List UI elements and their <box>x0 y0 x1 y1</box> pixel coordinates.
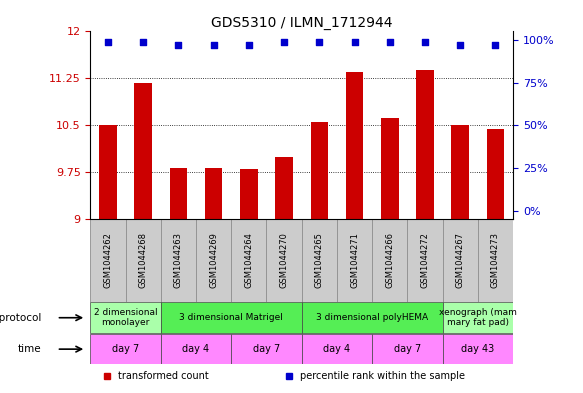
Point <box>244 42 254 48</box>
Point <box>139 39 148 45</box>
Bar <box>442 334 513 364</box>
Bar <box>161 334 231 364</box>
Text: day 7: day 7 <box>253 344 280 354</box>
Bar <box>311 122 328 219</box>
Text: day 43: day 43 <box>461 344 494 354</box>
Bar <box>170 168 187 219</box>
Text: 2 dimensional
monolayer: 2 dimensional monolayer <box>94 308 157 327</box>
Bar <box>161 302 302 333</box>
Text: day 7: day 7 <box>112 344 139 354</box>
Point <box>455 42 465 48</box>
Bar <box>90 219 125 301</box>
Title: GDS5310 / ILMN_1712944: GDS5310 / ILMN_1712944 <box>211 17 392 30</box>
Bar <box>205 168 223 219</box>
Bar <box>302 219 337 301</box>
Bar <box>381 118 399 219</box>
Point <box>315 39 324 45</box>
Point <box>420 39 430 45</box>
Bar <box>90 302 161 333</box>
Text: percentile rank within the sample: percentile rank within the sample <box>300 371 465 380</box>
Point <box>491 42 500 48</box>
Bar <box>125 219 161 301</box>
Bar <box>478 219 513 301</box>
Text: day 4: day 4 <box>324 344 350 354</box>
Bar <box>451 125 469 219</box>
Text: GSM1044265: GSM1044265 <box>315 233 324 288</box>
Text: GSM1044269: GSM1044269 <box>209 233 218 288</box>
Bar <box>135 83 152 219</box>
Text: 3 dimensional polyHEMA: 3 dimensional polyHEMA <box>316 313 428 322</box>
Text: GSM1044270: GSM1044270 <box>280 233 289 288</box>
Point <box>209 42 218 48</box>
Text: GSM1044268: GSM1044268 <box>139 233 147 288</box>
Text: day 7: day 7 <box>394 344 421 354</box>
Bar <box>161 219 196 301</box>
Bar <box>240 169 258 219</box>
Bar <box>90 334 161 364</box>
Text: GSM1044262: GSM1044262 <box>103 233 113 288</box>
Bar <box>231 334 302 364</box>
Bar <box>487 129 504 219</box>
Bar <box>416 70 434 219</box>
Bar <box>442 302 513 333</box>
Text: day 4: day 4 <box>182 344 210 354</box>
Bar <box>302 334 372 364</box>
Point <box>350 39 359 45</box>
Text: growth protocol: growth protocol <box>0 313 42 323</box>
Bar <box>372 219 408 301</box>
Text: GSM1044264: GSM1044264 <box>244 233 254 288</box>
Text: 3 dimensional Matrigel: 3 dimensional Matrigel <box>180 313 283 322</box>
Text: transformed count: transformed count <box>118 371 209 380</box>
Text: GSM1044263: GSM1044263 <box>174 233 183 288</box>
Bar <box>275 157 293 219</box>
Point <box>279 39 289 45</box>
Bar <box>337 219 372 301</box>
Text: GSM1044266: GSM1044266 <box>385 233 394 288</box>
Bar <box>266 219 302 301</box>
Point <box>385 39 395 45</box>
Bar <box>346 72 363 219</box>
Bar <box>99 125 117 219</box>
Point <box>174 42 183 48</box>
Bar <box>408 219 442 301</box>
Text: GSM1044272: GSM1044272 <box>420 233 430 288</box>
Text: GSM1044267: GSM1044267 <box>456 233 465 288</box>
Bar <box>231 219 266 301</box>
Text: GSM1044271: GSM1044271 <box>350 233 359 288</box>
Bar <box>196 219 231 301</box>
Bar <box>442 219 478 301</box>
Point <box>103 39 113 45</box>
Text: GSM1044273: GSM1044273 <box>491 233 500 288</box>
Text: time: time <box>18 344 42 354</box>
Bar <box>372 334 442 364</box>
Bar <box>302 302 442 333</box>
Text: xenograph (mam
mary fat pad): xenograph (mam mary fat pad) <box>439 308 517 327</box>
